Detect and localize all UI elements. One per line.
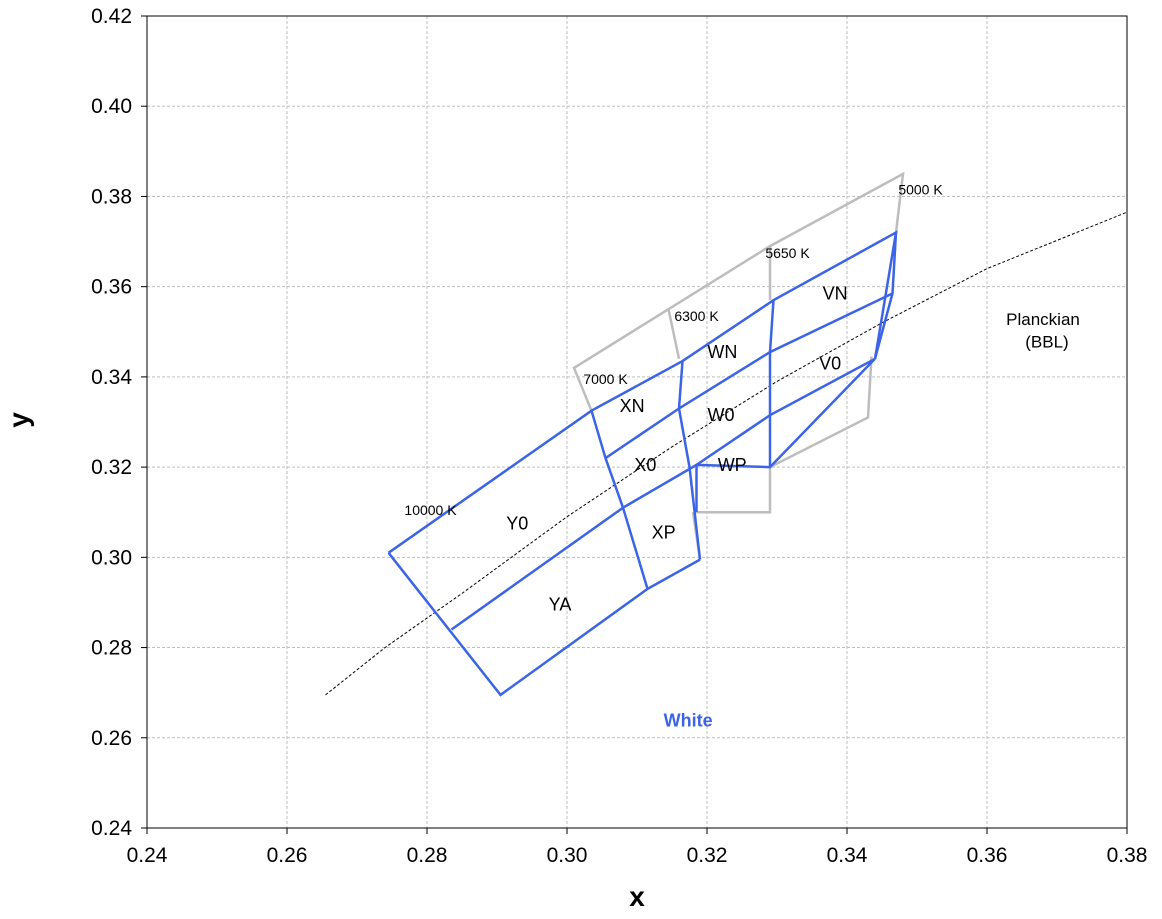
region-label-v0: V0 bbox=[819, 353, 841, 373]
y-tick-label: 0.24 bbox=[91, 817, 132, 840]
cct-label: 10000 K bbox=[404, 502, 457, 518]
region-label-y0: Y0 bbox=[506, 514, 528, 534]
blue-bin-grid bbox=[387, 230, 898, 697]
y-tick-label: 0.30 bbox=[91, 546, 132, 569]
x-tick-label: 0.24 bbox=[127, 844, 168, 867]
y-tick-label: 0.32 bbox=[91, 456, 132, 479]
x-tick-label: 0.36 bbox=[967, 844, 1008, 867]
region-label-xp: XP bbox=[652, 523, 676, 543]
white-label: White bbox=[664, 711, 713, 731]
gray-bin-line bbox=[696, 467, 772, 514]
blue-bin-line bbox=[590, 410, 649, 590]
blue-bin-line bbox=[768, 300, 775, 468]
gray-bin-line bbox=[572, 171, 905, 412]
x-tick-label: 0.28 bbox=[407, 844, 448, 867]
x-tick-label: 0.34 bbox=[827, 844, 868, 867]
blue-bin-line bbox=[677, 361, 702, 560]
planckian-label: Planckian bbox=[1006, 310, 1080, 329]
gray-bin-line bbox=[667, 308, 681, 360]
y-tick-label: 0.26 bbox=[91, 727, 132, 750]
region-label-wp: WP bbox=[718, 455, 747, 475]
y-axis-ticks: 0.24 0.26 0.28 0.30 0.32 0.34 0.36 0.38 0.40 0.42 bbox=[91, 5, 147, 840]
blue-bin-line bbox=[695, 357, 876, 513]
y-tick-label: 0.40 bbox=[91, 95, 132, 118]
x-tick-label: 0.30 bbox=[547, 844, 588, 867]
x-tick-label: 0.38 bbox=[1107, 844, 1148, 867]
region-label-xn: XN bbox=[620, 396, 645, 416]
chart-annotations: VN WN V0 XN W0 X0 WP Y0 XP YA 10000 K 7000 K 6300 K 5… bbox=[404, 182, 1079, 731]
blue-bin-line bbox=[450, 357, 876, 631]
blue-bin-line bbox=[604, 292, 894, 460]
y-tick-label: 0.28 bbox=[91, 637, 132, 660]
x-axis-ticks: 0.24 0.26 0.28 0.30 0.32 0.34 0.36 0.38 bbox=[127, 828, 1148, 867]
region-label-x0: X0 bbox=[634, 455, 656, 475]
y-tick-label: 0.42 bbox=[91, 5, 132, 28]
region-label-wn: WN bbox=[707, 342, 737, 362]
y-tick-label: 0.34 bbox=[91, 366, 132, 389]
planckian-locus-line bbox=[325, 211, 1128, 696]
y-tick-label: 0.36 bbox=[91, 276, 132, 299]
region-label-w0: W0 bbox=[708, 405, 735, 425]
blue-bin-line bbox=[387, 230, 898, 554]
plot-frame bbox=[146, 15, 1128, 829]
region-label-ya: YA bbox=[549, 595, 572, 615]
blue-bin-line bbox=[873, 232, 898, 360]
y-tick-label: 0.38 bbox=[91, 185, 132, 208]
region-label-vn: VN bbox=[823, 283, 848, 303]
cct-label: 5650 K bbox=[765, 245, 810, 261]
x-tick-label: 0.32 bbox=[687, 844, 728, 867]
cct-label: 6300 K bbox=[674, 308, 719, 324]
cct-label: 7000 K bbox=[583, 371, 628, 387]
grid-lines bbox=[146, 15, 1128, 829]
cct-label: 5000 K bbox=[898, 182, 943, 198]
blue-bin-line bbox=[387, 552, 701, 697]
planckian-curve bbox=[325, 211, 1128, 696]
y-axis-title: y bbox=[3, 412, 34, 428]
x-tick-label: 0.26 bbox=[267, 844, 308, 867]
planckian-label-sub: (BBL) bbox=[1025, 333, 1068, 352]
gray-bin-outline bbox=[572, 171, 905, 560]
x-axis-title: x bbox=[629, 881, 645, 912]
gray-bin-line bbox=[769, 356, 873, 469]
